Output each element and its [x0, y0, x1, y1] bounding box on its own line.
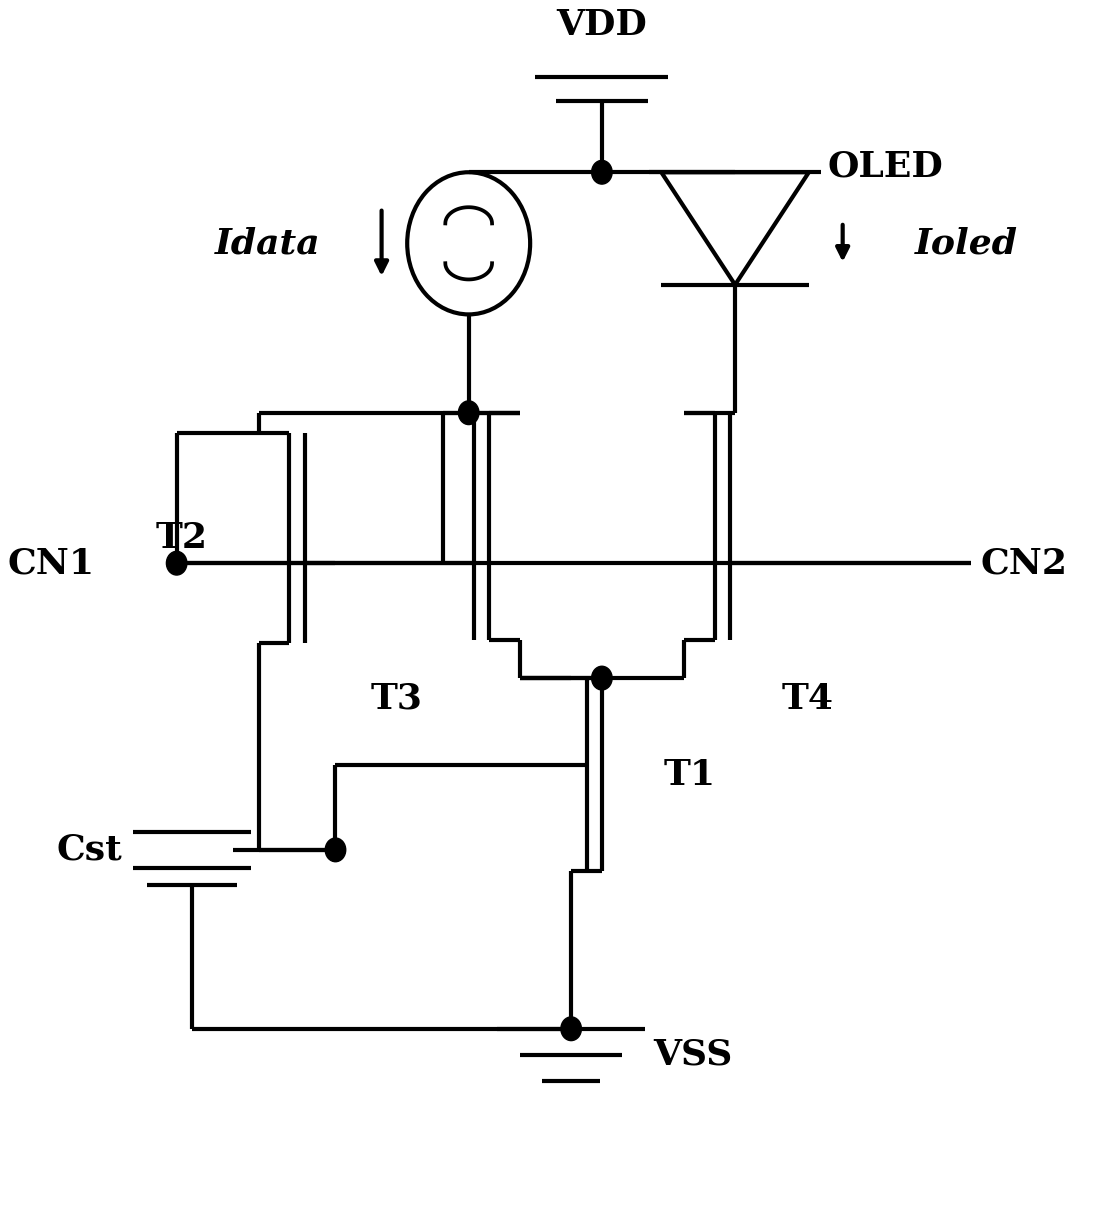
Text: T1: T1: [663, 758, 716, 792]
Text: VSS: VSS: [653, 1038, 732, 1072]
Text: T2: T2: [156, 520, 207, 554]
Circle shape: [561, 1016, 581, 1041]
Circle shape: [591, 666, 612, 690]
Text: Ioled: Ioled: [914, 227, 1017, 261]
Circle shape: [167, 552, 186, 575]
Text: Idata: Idata: [214, 227, 320, 261]
Text: CN2: CN2: [981, 546, 1068, 580]
Circle shape: [591, 160, 612, 184]
Text: CN1: CN1: [8, 546, 95, 580]
Text: T3: T3: [371, 682, 422, 716]
Text: T4: T4: [781, 682, 833, 716]
Circle shape: [459, 400, 479, 425]
Text: OLED: OLED: [827, 149, 943, 183]
Circle shape: [325, 838, 345, 861]
Text: Cst: Cst: [56, 833, 122, 867]
Text: VDD: VDD: [557, 8, 647, 42]
